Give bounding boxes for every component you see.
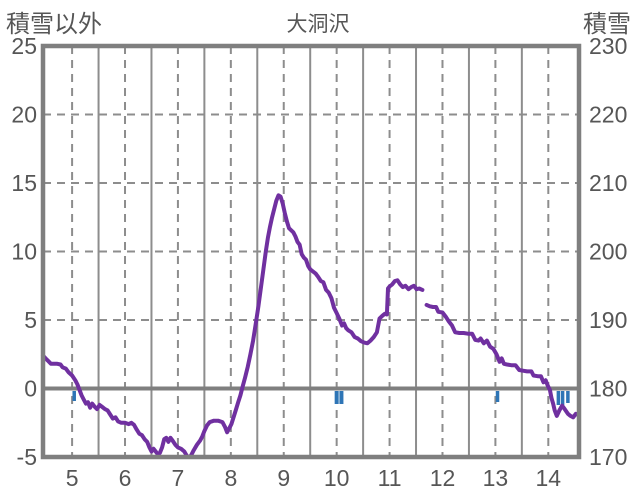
chart-title: 大洞沢 (286, 13, 350, 36)
x-tick-label: 10 (324, 465, 350, 491)
y-right-tick-label: 230 (589, 33, 627, 59)
event-mark (72, 391, 76, 401)
x-tick-label: 12 (430, 465, 456, 491)
y-right-tick-label: 170 (589, 444, 627, 470)
series-line (41, 193, 425, 459)
x-tick-label: 13 (483, 465, 509, 491)
y-right-tick-label: 180 (589, 376, 627, 402)
event-mark (339, 391, 344, 404)
y-right-tick-label: 220 (589, 102, 627, 128)
y-left-tick-label: 15 (11, 170, 37, 196)
x-tick-label: 5 (66, 465, 79, 491)
event-mark (495, 391, 500, 402)
event-mark (556, 391, 561, 405)
left-axis-title: 積雪以外 (6, 11, 102, 38)
y-right-tick-label: 200 (589, 239, 627, 265)
x-tick-label: 7 (172, 465, 185, 491)
right-axis-title: 積雪 (583, 11, 631, 38)
y-left-tick-label: 0 (24, 376, 37, 402)
x-tick-label: 6 (119, 465, 132, 491)
y-right-tick-label: 210 (589, 170, 627, 196)
x-tick-label: 11 (378, 465, 402, 491)
y-left-tick-label: -5 (17, 444, 37, 470)
y-left-tick-label: 10 (11, 239, 37, 265)
x-tick-label: 14 (536, 465, 562, 491)
y-right-tick-label: 190 (589, 307, 627, 333)
event-mark (334, 391, 339, 404)
y-left-tick-label: 20 (11, 102, 37, 128)
y-left-tick-label: 5 (24, 307, 37, 333)
series-line (424, 302, 580, 420)
event-mark (560, 391, 565, 405)
x-tick-label: 9 (277, 465, 290, 491)
event-mark (566, 391, 570, 403)
x-tick-label: 8 (224, 465, 237, 491)
y-left-tick-label: 25 (11, 33, 37, 59)
plot-border (40, 43, 582, 460)
